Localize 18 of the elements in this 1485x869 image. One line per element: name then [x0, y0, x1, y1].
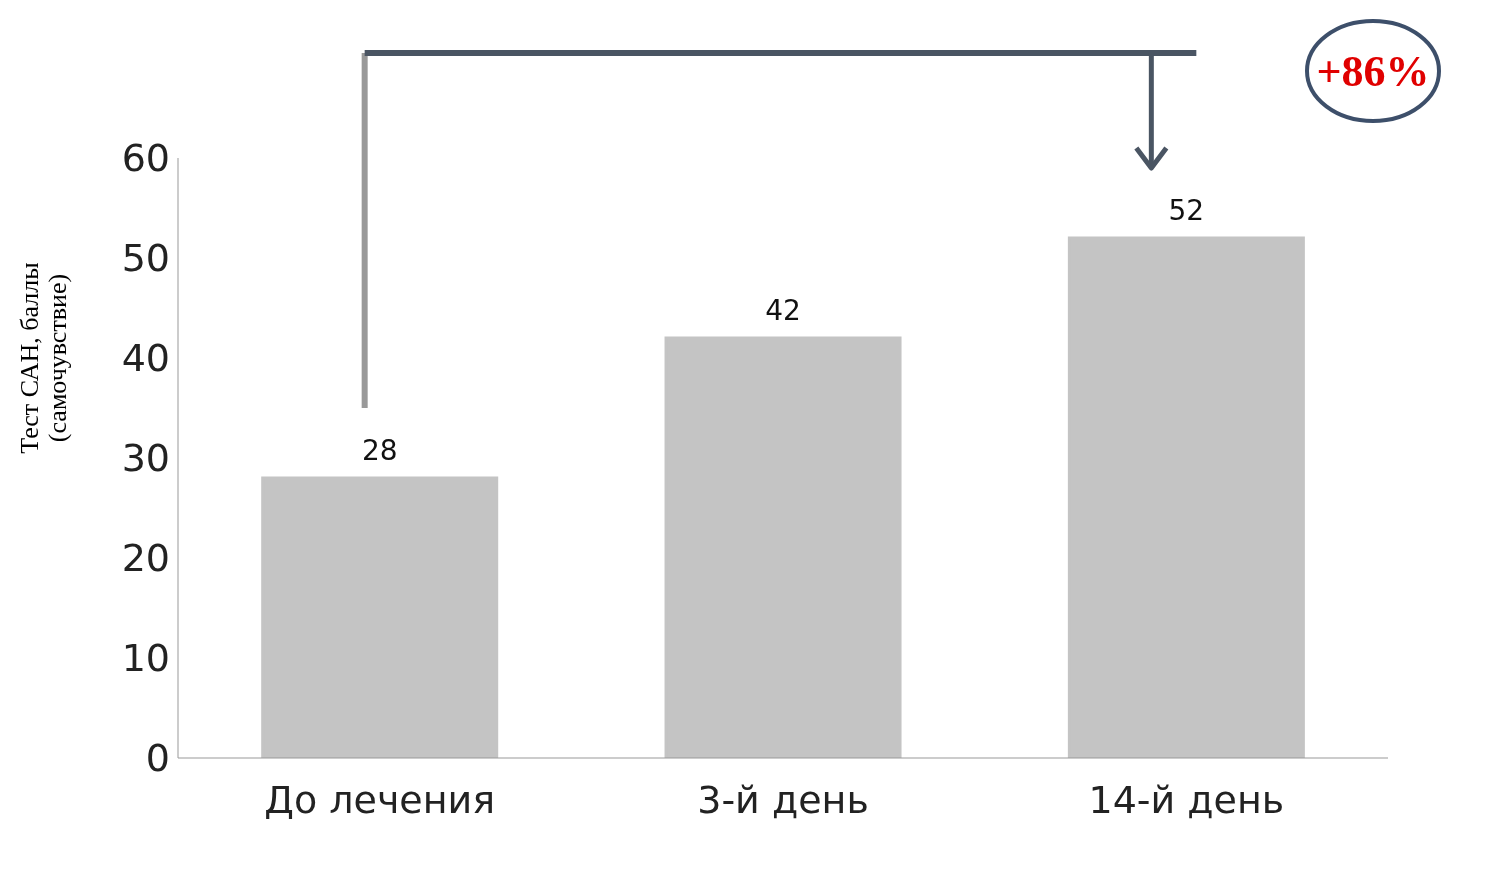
x-tick-label: 3-й день [697, 777, 869, 822]
x-tick-label: 14-й день [1088, 777, 1285, 822]
data-label: 28 [361, 434, 398, 467]
y-tick-label: 60 [121, 136, 170, 181]
data-label: 52 [1168, 194, 1205, 227]
bar [664, 336, 902, 758]
y-tick-label: 40 [121, 336, 170, 381]
text: +86% [1315, 46, 1431, 97]
bar [261, 476, 499, 758]
y-tick-label: 30 [121, 436, 170, 481]
x-tick-label: До лечения [264, 777, 496, 822]
y-axis-title: Тест САН, баллы (самочувствие) [15, 261, 72, 456]
data-label: 42 [765, 294, 801, 327]
y-tick-label: 50 [121, 236, 170, 281]
y-tick-label: 20 [121, 536, 170, 581]
bar [1067, 236, 1305, 758]
y-tick-label: 10 [121, 636, 170, 681]
y-tick-label: 0 [145, 736, 170, 781]
